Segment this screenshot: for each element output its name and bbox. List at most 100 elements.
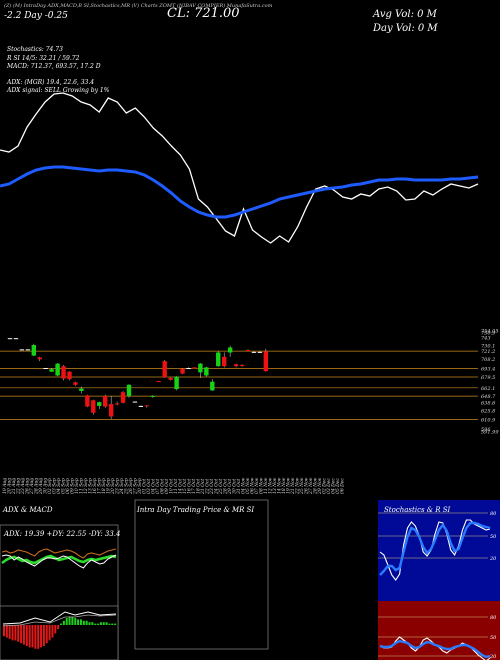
x-tick-label: 06 Nov [250, 477, 256, 494]
x-tick-label: 28 Aug [34, 478, 40, 495]
stochastics-rsi-panel: 80 50 20 80 50 20 [378, 500, 500, 660]
intraday-title: Intra Day Trading Price & MR SI [137, 506, 255, 514]
intraday-frame [134, 499, 269, 650]
x-tick-label: 30 Aug [43, 478, 49, 494]
x-tick-label: 24 Sep [119, 478, 125, 495]
x-tick-label: 11 Nov [263, 477, 269, 494]
stochastics-title: Stochastics & R SI [384, 506, 451, 514]
x-tick-label: 02 Sep [47, 478, 53, 494]
macd-histogram-bar [105, 622, 108, 625]
candle-body [251, 351, 257, 353]
x-tick-label: 17 Sep [97, 478, 103, 494]
x-tick-label: 23 Oct [209, 479, 215, 495]
candle-body [108, 404, 114, 417]
x-tick-label: 16 Oct [187, 479, 193, 494]
candle-body [192, 367, 197, 369]
y-tick-label: 625.8 [481, 408, 495, 414]
x-tick-label: 13 Sep [88, 478, 94, 494]
macd-histogram-bar [97, 623, 100, 625]
moving-average-chart [0, 92, 479, 244]
candle-body [222, 356, 227, 367]
candle-body [198, 363, 203, 373]
x-tick-label: 11 Sep [79, 478, 85, 494]
x-tick-label: 07 Oct [155, 479, 161, 494]
candle-body [103, 395, 108, 407]
candle-body [114, 403, 120, 405]
candle-body [138, 405, 144, 407]
candle-body [156, 381, 161, 383]
macd-histogram-bar [14, 625, 17, 641]
adx-macd-title: ADX & MACD [3, 506, 53, 514]
y-tick-label: 648.7 [481, 394, 496, 400]
x-tick-label: 25 Nov [299, 477, 305, 495]
x-tick-label: 05 Nov [245, 477, 251, 494]
stochastics-readout: Stochastics: 74.73 [7, 46, 63, 53]
candle-body [168, 377, 173, 380]
macd-histogram-bar [22, 625, 25, 645]
candle-body [7, 338, 13, 340]
x-tick-label: 07 Nov [254, 477, 260, 494]
x-tick-label: 25 Oct [218, 479, 224, 495]
rsi-background [378, 601, 500, 660]
x-tick-label: 27 Aug [29, 478, 35, 495]
x-tick-label: 27 Nov [308, 477, 314, 495]
macd-histogram-bar [114, 623, 117, 625]
macd-histogram-bar [51, 625, 54, 638]
candle-body [150, 395, 155, 397]
x-tick-label: 22 Oct [205, 479, 211, 495]
x-tick-label: 01 Oct [142, 479, 148, 494]
candle-body [19, 349, 25, 351]
macd-histogram-bar [82, 620, 85, 625]
plus-di-line [1, 554, 117, 565]
macd-histogram-bar [85, 620, 88, 625]
x-tick-label: 15 Oct [182, 479, 188, 494]
rsi-readout: R SI 14/5: 32.21 / 59.72 [7, 55, 80, 62]
x-tick-label: 17 Oct [191, 479, 197, 494]
y-tick-label: 743 [481, 336, 491, 342]
candle-body [210, 381, 215, 391]
candle-body [204, 367, 209, 376]
macd-histogram-bar [68, 616, 71, 625]
candle-body [174, 376, 179, 390]
macd-histogram-bar [79, 619, 82, 625]
x-tick-label: 10 Oct [169, 479, 175, 494]
x-tick-label: 28 Oct [223, 479, 229, 495]
macd-histogram-bar [25, 625, 28, 646]
x-tick-label: 06 Dec [340, 478, 346, 494]
x-tick-label: 26 Sep [128, 478, 134, 495]
candle-body [61, 366, 66, 379]
macd-histogram-bar [74, 618, 77, 625]
candle-body [245, 349, 251, 351]
level-label: 50 [490, 534, 497, 540]
adx-values: ADX: 19.39 +DY: 22.55 -DY: 33.4 [4, 530, 121, 538]
x-tick-label: 09 Oct [164, 479, 170, 494]
macd-histogram-bar [34, 625, 37, 649]
y-tick-label: 708.2 [481, 357, 495, 363]
y-tick-label: 750.9 [481, 331, 496, 337]
x-tick-label: 12 Nov [268, 477, 274, 494]
candle-body [79, 388, 84, 391]
level-label: 80 [490, 511, 497, 517]
macd-readout: MACD: 712.37, 693.57, 17.2 D [7, 63, 101, 70]
adx-line [1, 548, 117, 559]
macd-histogram-bar [17, 625, 20, 642]
moving-average-line [0, 165, 479, 219]
y-tick-label: 754.05 [481, 329, 499, 335]
x-tick-label: 18 Oct [196, 479, 202, 494]
x-tick-label: 14 Nov [277, 477, 283, 494]
x-tick-label: 29 Nov [317, 477, 323, 495]
level-label: 20 [489, 654, 497, 660]
x-tick-label: 18 Sep [101, 478, 107, 494]
x-tick-label: 02 Dec [322, 478, 328, 494]
x-tick-label: 31 Oct [236, 479, 242, 494]
candle-body [13, 338, 19, 340]
x-tick-label: 11 Oct [173, 479, 179, 494]
x-tick-label: 04 Dec [331, 478, 337, 494]
candle-body [43, 368, 48, 370]
candle-body [233, 364, 239, 367]
chart-header-meta: (Z) (M) IntraDay ADX,MACD,B SI,Stochasti… [4, 3, 273, 9]
x-tick-label: 22 Aug [16, 478, 22, 495]
x-tick-label: 21 Nov [290, 477, 296, 495]
